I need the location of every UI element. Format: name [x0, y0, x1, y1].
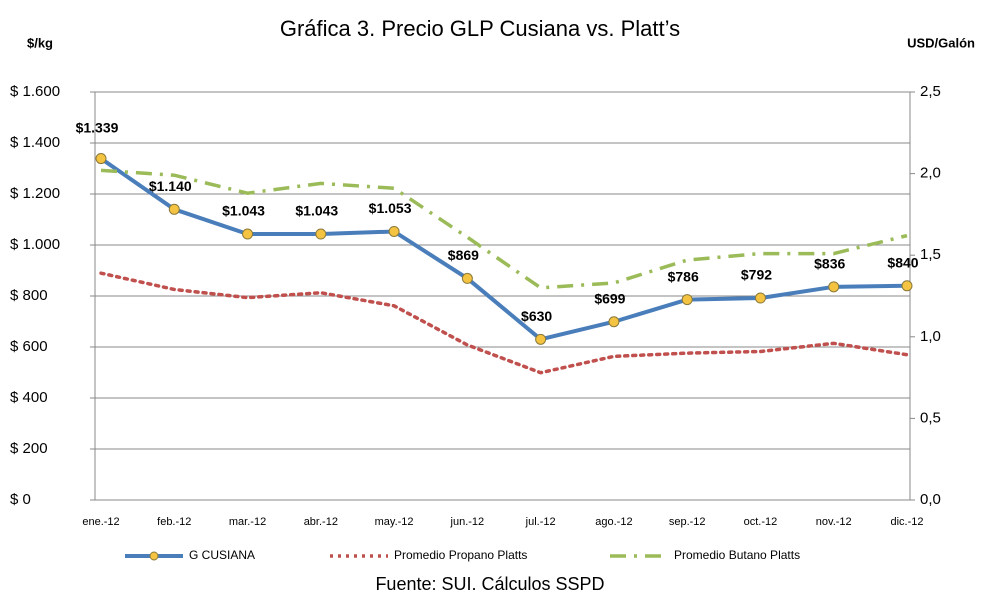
x-tick-label: nov.-12 — [816, 516, 852, 528]
data-label: $1.053 — [369, 200, 412, 216]
y-tick-label: $ 800 — [10, 287, 48, 304]
x-tick-label: ene.-12 — [82, 516, 119, 528]
y2-tick-label: 0,0 — [920, 491, 941, 508]
data-point — [315, 228, 327, 240]
x-tick-label: jun.-12 — [450, 516, 485, 528]
x-tick-label: abr.-12 — [304, 516, 338, 528]
y-tick-label: $ 1.600 — [10, 83, 60, 100]
data-label: $1.043 — [222, 203, 265, 219]
data-label: $786 — [668, 268, 699, 284]
data-point — [461, 272, 473, 284]
y-tick-label: $ 200 — [10, 440, 48, 457]
y2-tick-label: 2,0 — [920, 165, 941, 182]
chart-title: Gráfica 3. Precio GLP Cusiana vs. Platt’… — [280, 16, 680, 41]
data-point — [168, 203, 180, 215]
y-tick-label: $ 400 — [10, 389, 48, 406]
data-point — [242, 228, 254, 240]
data-point — [681, 294, 693, 306]
x-tick-label: sep.-12 — [669, 516, 706, 528]
x-tick-label: oct.-12 — [744, 516, 778, 528]
series-line — [99, 156, 908, 342]
data-label: $1.043 — [295, 203, 338, 219]
x-tick-label: feb.-12 — [157, 516, 191, 528]
x-tick-label: may.-12 — [375, 516, 414, 528]
y2-tick-label: 1,0 — [920, 328, 941, 345]
data-label: $869 — [448, 247, 479, 263]
data-label: $1.339 — [76, 119, 119, 135]
y2-tick-label: 1,5 — [920, 246, 941, 263]
y2-axis-label: USD/Galón — [907, 35, 975, 50]
legend-label: Promedio Butano Platts — [674, 548, 800, 562]
y-tick-label: $ 1.200 — [10, 185, 60, 202]
data-point — [608, 316, 620, 328]
series-line — [99, 271, 909, 375]
x-tick-label: ago.-12 — [595, 516, 632, 528]
data-point — [95, 153, 107, 165]
data-label: $840 — [887, 255, 918, 271]
x-tick-label: mar.-12 — [229, 516, 266, 528]
series-line — [100, 168, 908, 290]
x-tick-label: jul.-12 — [525, 516, 556, 528]
data-point — [901, 280, 913, 292]
source-note: Fuente: SUI. Cálculos SSPD — [375, 574, 604, 594]
data-label: $630 — [521, 308, 552, 324]
data-label: $836 — [814, 256, 845, 272]
y-tick-label: $ 1.400 — [10, 134, 60, 151]
y-tick-label: $ 0 — [10, 491, 31, 508]
data-point — [388, 225, 400, 237]
x-tick-label: dic.-12 — [890, 516, 923, 528]
data-point — [535, 333, 547, 345]
y2-tick-label: 0,5 — [920, 409, 941, 426]
legend-marker — [149, 551, 159, 561]
data-label: $699 — [594, 290, 625, 306]
y-axis-label: $/kg — [27, 35, 53, 50]
y-tick-label: $ 600 — [10, 338, 48, 355]
legend-label: G CUSIANA — [189, 548, 255, 562]
data-point — [754, 292, 766, 304]
data-label: $792 — [741, 267, 772, 283]
y-tick-label: $ 1.000 — [10, 236, 60, 253]
data-label: $1.140 — [149, 178, 192, 194]
legend-label: Promedio Propano Platts — [394, 548, 527, 562]
data-point — [828, 281, 840, 293]
y2-tick-label: 2,5 — [920, 83, 941, 100]
